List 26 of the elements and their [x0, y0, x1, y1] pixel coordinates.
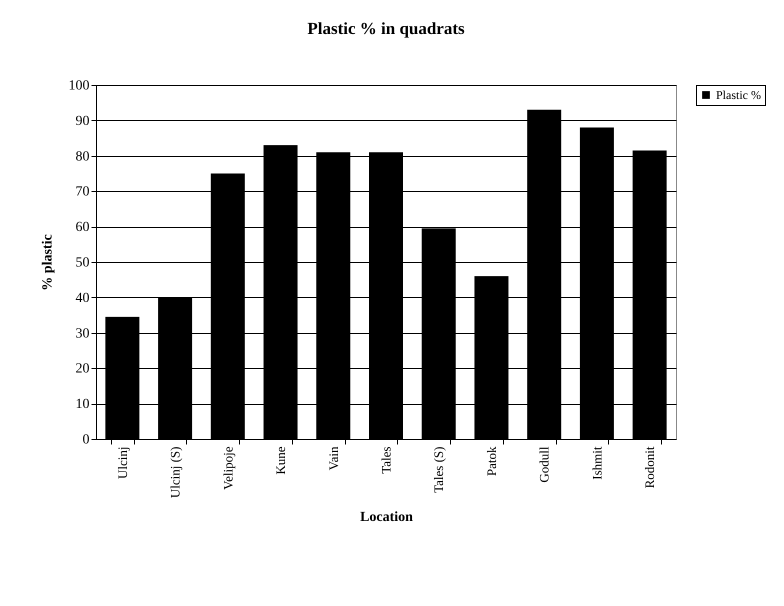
chart-title: Plastic % in quadrats	[307, 19, 466, 38]
y-tick-label: 0	[82, 432, 90, 448]
x-tick-label: Ulcinj (S)	[168, 446, 183, 498]
x-tick-label: Rodonit	[642, 446, 658, 488]
y-tick-label: 40	[76, 290, 90, 306]
y-tick-label: 20	[76, 362, 90, 377]
x-tick-label: Patok	[484, 446, 499, 476]
y-tick-label: 60	[76, 220, 90, 236]
legend-label: Plastic %	[716, 88, 761, 102]
x-axis-title: Location	[360, 510, 414, 526]
x-tick-label: Ishmit	[589, 446, 604, 480]
y-tick-label: 100	[68, 78, 90, 94]
x-tick-label: Tales	[378, 446, 394, 474]
x-tick-label: Godull	[536, 446, 552, 483]
y-tick-label: 50	[76, 256, 90, 270]
x-tick-label: Velipoje	[220, 446, 236, 490]
y-tick-label: 70	[76, 184, 90, 200]
y-tick-label: 30	[76, 326, 90, 342]
y-tick-label: 10	[76, 397, 90, 412]
x-tick-label: Ulcinj	[114, 446, 130, 479]
x-tick-label: Kune	[273, 446, 288, 475]
y-axis-title: % plastic	[40, 234, 56, 291]
y-tick-label: 90	[76, 114, 90, 129]
y-tick-label: 80	[76, 149, 90, 164]
x-tick-label: Vain	[326, 446, 341, 470]
x-tick-label: Tales (S)	[431, 446, 446, 493]
